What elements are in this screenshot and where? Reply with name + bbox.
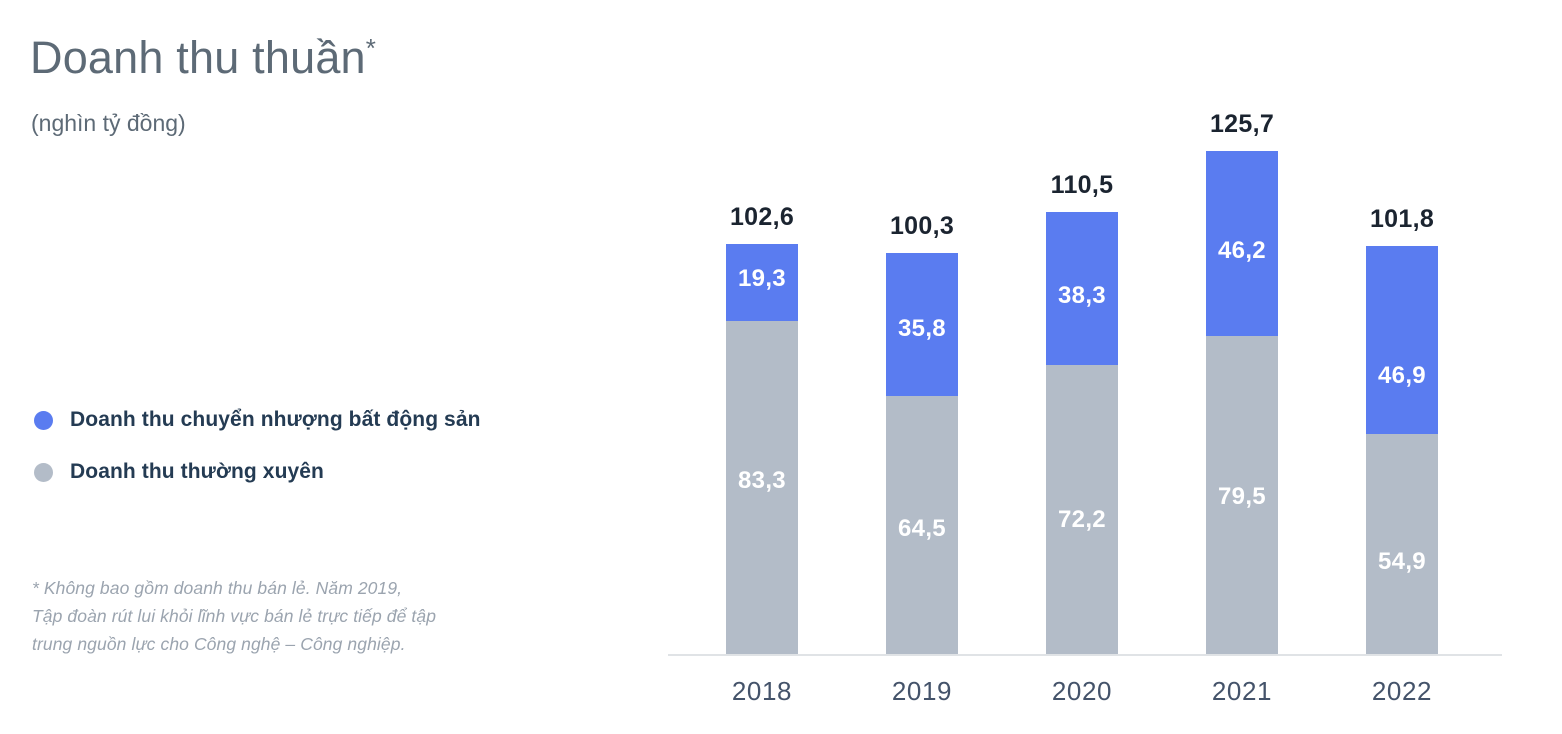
legend-label: Doanh thu chuyển nhượng bất động sản — [70, 408, 481, 431]
segment-property-transfer-2018: 19,3 — [726, 244, 798, 321]
segment-property-transfer-2019: 35,8 — [886, 253, 958, 396]
x-tick-label-2018: 2018 — [731, 676, 793, 706]
footnote-line: * Không bao gồm doanh thu bán lẻ. Năm 20… — [32, 578, 403, 598]
x-axis-line — [668, 654, 1502, 656]
segment-value-label: 83,3 — [738, 466, 786, 494]
segment-recurring-2020: 72,2 — [1046, 365, 1118, 654]
bar-total-label: 102,6 — [729, 203, 795, 231]
segment-recurring-2022: 54,9 — [1366, 434, 1438, 654]
legend-dot-blue-icon — [34, 410, 53, 430]
segment-value-label: 46,2 — [1218, 236, 1266, 264]
footnote-asterisk-marker: * — [365, 33, 377, 63]
segment-value-label: 35,8 — [898, 314, 946, 342]
legend-label: Doanh thu thường xuyên — [70, 460, 324, 483]
segment-value-label: 38,3 — [1058, 281, 1106, 309]
segment-value-label: 79,5 — [1218, 483, 1266, 510]
legend-item-property-transfer: Doanh thu chuyển nhượng bất động sản — [34, 408, 481, 432]
segment-property-transfer-2022: 46,9 — [1366, 246, 1438, 434]
bar-group-2018: 102,6 19,3 83,3 — [726, 203, 798, 654]
legend-item-recurring: Doanh thu thường xuyên — [34, 460, 481, 484]
segment-value-label: 46,9 — [1378, 362, 1426, 389]
bar-total-label: 110,5 — [1050, 171, 1114, 199]
page-title-text: Doanh thu thuần — [30, 32, 366, 83]
segment-recurring-2019: 64,5 — [886, 396, 958, 654]
bar-group-2020: 110,5 38,3 72,2 — [1046, 171, 1118, 654]
bar-total-label: 100,3 — [889, 212, 955, 240]
bar-total-label: 125,7 — [1209, 110, 1275, 138]
page-subtitle: (nghìn tỷ đồng) — [31, 110, 186, 136]
segment-value-label: 19,3 — [738, 264, 786, 292]
segment-property-transfer-2021: 46,2 — [1206, 151, 1278, 336]
x-tick-label-2021: 2021 — [1211, 676, 1273, 706]
bar-group-2022: 101,8 46,9 54,9 — [1366, 205, 1438, 654]
footnote: * Không bao gồm doanh thu bán lẻ. Năm 20… — [32, 574, 436, 658]
bar-total-label: 101,8 — [1369, 205, 1435, 233]
revenue-chart: 102,6 19,3 83,3 2018 100,3 35,8 64,5 2019 110,5 3… — [668, 0, 1528, 734]
legend: Doanh thu chuyển nhượng bất động sản Doa… — [34, 408, 481, 484]
x-tick-label-2022: 2022 — [1371, 676, 1433, 706]
footnote-line: trung nguồn lực cho Công nghệ – Công ngh… — [32, 634, 406, 654]
x-tick-label-2019: 2019 — [891, 676, 953, 706]
segment-recurring-2021: 79,5 — [1206, 336, 1278, 654]
segment-value-label: 64,5 — [898, 515, 946, 542]
page-title: Doanh thu thuần* — [30, 32, 376, 84]
x-tick-label-2020: 2020 — [1051, 676, 1113, 706]
segment-value-label: 54,9 — [1378, 548, 1426, 575]
segment-property-transfer-2020: 38,3 — [1046, 212, 1118, 365]
legend-dot-gray-icon — [34, 462, 53, 482]
segment-recurring-2018: 83,3 — [726, 321, 798, 654]
bar-group-2021: 125,7 46,2 79,5 — [1206, 110, 1278, 654]
bar-group-2019: 100,3 35,8 64,5 — [886, 212, 958, 654]
segment-value-label: 72,2 — [1058, 505, 1106, 533]
footnote-line: Tập đoàn rút lui khỏi lĩnh vực bán lẻ tr… — [32, 606, 437, 626]
